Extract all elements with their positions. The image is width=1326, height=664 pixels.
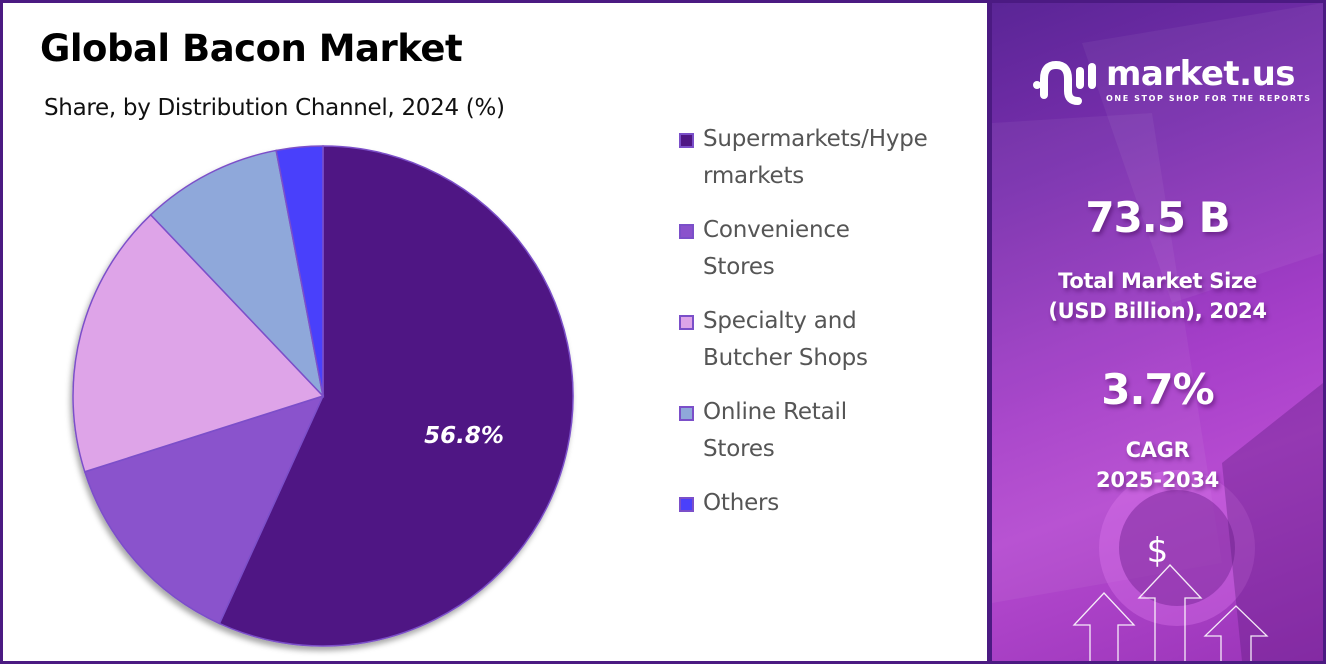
chart-title: Global Bacon Market xyxy=(40,27,463,70)
legend-item-convenience: Convenience Stores xyxy=(679,212,979,286)
legend-swatch-icon xyxy=(679,406,694,421)
market-size-label-line2: (USD Billion), 2024 xyxy=(1048,299,1267,323)
legend-label: Supermarkets/Hypermarkets xyxy=(703,126,928,189)
legend-item-others: Others xyxy=(679,485,979,522)
cagr-period: 2025-2034 xyxy=(1096,468,1219,492)
dollar-icon: $ xyxy=(1146,531,1169,571)
cagr-value: 3.7% xyxy=(1101,365,1214,414)
market-us-logo-icon xyxy=(1033,60,1096,105)
brand-tagline: ONE STOP SHOP FOR THE REPORTS xyxy=(1106,94,1312,103)
chart-legend: Supermarkets/Hypermarkets Convenience St… xyxy=(679,121,979,539)
legend-item-supermarkets: Supermarkets/Hypermarkets xyxy=(679,121,979,195)
pie-chart: 56.8% xyxy=(72,145,574,647)
growth-arrows-icon xyxy=(1072,564,1269,661)
background-decoration xyxy=(992,3,1323,661)
brand-name: market.us xyxy=(1106,54,1296,94)
legend-item-online: Online Retail Stores xyxy=(679,394,979,468)
legend-label: Online Retail Stores xyxy=(703,399,847,462)
legend-swatch-icon xyxy=(679,315,694,330)
cagr-label: CAGR xyxy=(1125,438,1190,462)
legend-swatch-icon xyxy=(679,133,694,148)
legend-item-specialty: Specialty and Butcher Shops xyxy=(679,303,979,377)
chart-panel: Global Bacon Market Share, by Distributi… xyxy=(3,3,987,661)
legend-swatch-icon xyxy=(679,224,694,239)
pie-slice xyxy=(149,149,325,399)
pie-slice xyxy=(218,145,574,647)
pie-data-label: 56.8% xyxy=(424,423,504,449)
legend-label: Others xyxy=(703,490,780,516)
legend-label: Convenience Stores xyxy=(703,217,850,280)
chart-subtitle: Share, by Distribution Channel, 2024 (%) xyxy=(44,95,505,121)
summary-panel: market.us ONE STOP SHOP FOR THE REPORTS … xyxy=(992,3,1323,661)
pie-slice xyxy=(72,213,325,473)
legend-label: Specialty and Butcher Shops xyxy=(703,308,868,371)
market-size-label-line1: Total Market Size xyxy=(1058,269,1257,293)
pie-slice xyxy=(275,145,324,397)
brand-logo: market.us ONE STOP SHOP FOR THE REPORTS xyxy=(1032,55,1312,105)
legend-swatch-icon xyxy=(679,497,694,512)
market-size-value: 73.5 B xyxy=(1085,193,1230,242)
